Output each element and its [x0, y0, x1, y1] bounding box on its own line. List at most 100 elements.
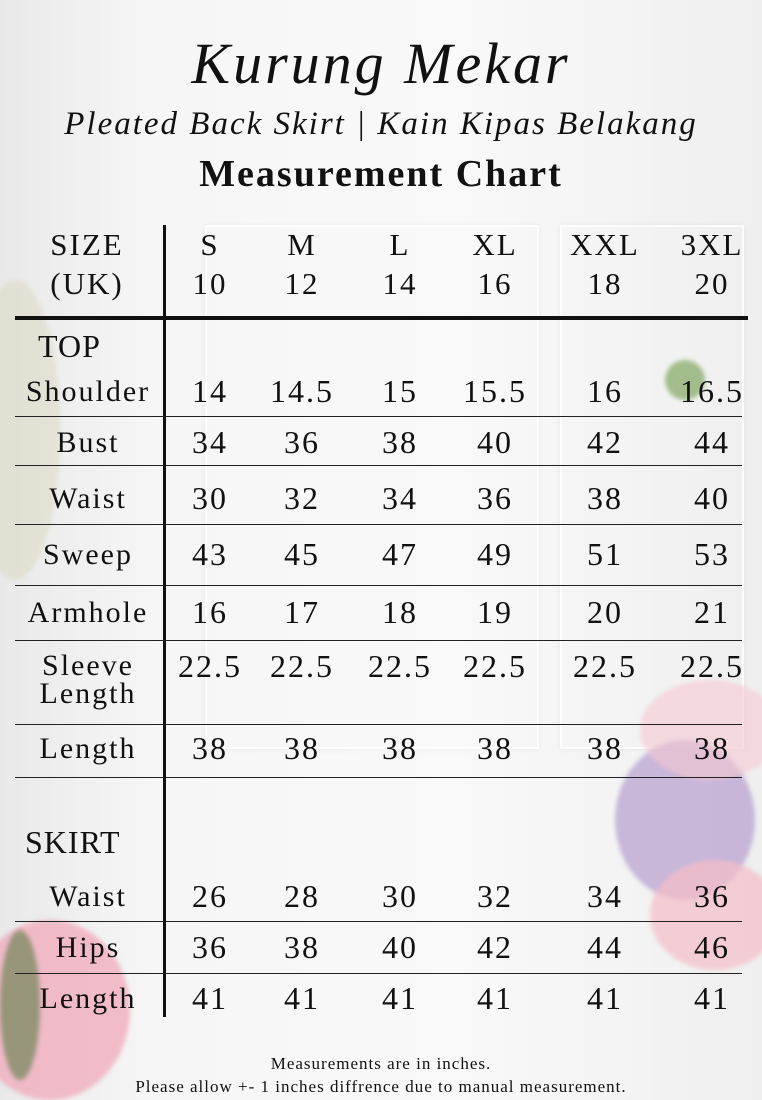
measurement-cell: 26: [192, 878, 228, 914]
measurement-cell: 28: [284, 878, 320, 914]
measurement-cell: 42: [587, 424, 623, 460]
decor-flower-pink: [650, 860, 762, 970]
measurement-cell: 38: [382, 424, 418, 460]
subtitle: Pleated Back Skirt | Kain Kipas Belakang: [64, 106, 698, 142]
measurement-cell: 43: [192, 536, 228, 572]
size-header-label: SIZE (UK): [22, 226, 152, 304]
measurement-cell: 42: [477, 929, 513, 965]
size-uk: 20: [694, 265, 730, 301]
row-label: Sleeve Length: [39, 649, 137, 710]
measurement-cell: 38: [694, 730, 730, 766]
measurement-cell: 44: [587, 929, 623, 965]
measurement-cell: 41: [192, 980, 228, 1016]
measurement-cell: 15: [382, 373, 418, 409]
measurement-cell: 41: [382, 980, 418, 1016]
measurement-cell: 34: [587, 878, 623, 914]
size-uk: 14: [382, 265, 418, 301]
size-label: SIZE: [50, 227, 124, 262]
section-label-top: TOP: [38, 328, 101, 364]
footer-note-tolerance: Please allow +- 1 inches diffrence due t…: [135, 1077, 627, 1096]
size-letter: XL: [472, 227, 518, 262]
measurement-cell: 16.5: [680, 373, 744, 409]
measurement-cell: 41: [587, 980, 623, 1016]
measurement-cell: 38: [382, 730, 418, 766]
decor-leaf: [0, 930, 40, 1080]
measurement-cell: 34: [382, 480, 418, 516]
row-divider: [15, 973, 742, 974]
measurement-cell: 40: [477, 424, 513, 460]
size-uk: 18: [587, 265, 623, 301]
row-label: Armhole: [27, 596, 149, 629]
measurement-cell: 53: [694, 536, 730, 572]
measurement-cell: 32: [477, 878, 513, 914]
measurement-cell: 47: [382, 536, 418, 572]
header-divider: [15, 316, 748, 320]
size-column-header: M 12: [247, 226, 357, 304]
row-divider: [15, 921, 742, 922]
page-heading: Measurement Chart: [199, 153, 563, 195]
decor-flower-pink: [640, 680, 762, 780]
measurement-cell: 46: [694, 929, 730, 965]
measurement-cell: 16: [192, 594, 228, 630]
measurement-cell: 44: [694, 424, 730, 460]
measurement-cell: 36: [694, 878, 730, 914]
section-label-skirt: SKIRT: [25, 824, 121, 860]
size-letter: XXL: [570, 227, 640, 262]
measurement-cell: 36: [477, 480, 513, 516]
measurement-cell: 40: [694, 480, 730, 516]
measurement-cell: 22.5: [270, 648, 334, 684]
measurement-cell: 38: [284, 730, 320, 766]
wall-panel: [205, 225, 539, 749]
row-divider: [15, 724, 742, 725]
size-letter: 3XL: [680, 227, 744, 262]
measurement-cell: 22.5: [368, 648, 432, 684]
measurement-cell: 30: [382, 878, 418, 914]
brand-title: Kurung Mekar: [191, 31, 571, 96]
measurement-cell: 17: [284, 594, 320, 630]
measurement-cell: 22.5: [573, 648, 637, 684]
size-uk: 16: [477, 265, 513, 301]
decor-leaf: [665, 360, 705, 400]
row-label: Hips: [55, 931, 121, 964]
row-divider: [15, 416, 742, 417]
measurement-cell: 16: [587, 373, 623, 409]
measurement-cell: 38: [192, 730, 228, 766]
row-label: Waist: [49, 482, 127, 515]
measurement-cell: 19: [477, 594, 513, 630]
row-divider: [15, 640, 742, 641]
measurement-cell: 38: [587, 480, 623, 516]
measurement-cell: 22.5: [463, 648, 527, 684]
measurement-cell: 49: [477, 536, 513, 572]
size-column-header: 3XL 20: [657, 226, 762, 304]
row-label: Waist: [49, 880, 127, 913]
size-letter: S: [200, 227, 220, 262]
measurement-cell: 36: [284, 424, 320, 460]
row-label: Length: [39, 732, 137, 765]
row-label: Sweep: [43, 538, 133, 571]
size-column-header: XL 16: [440, 226, 550, 304]
row-divider: [15, 585, 742, 586]
measurement-cell: 41: [477, 980, 513, 1016]
column-divider: [163, 225, 166, 1017]
size-column-header: S 10: [155, 226, 265, 304]
size-uk: 10: [192, 265, 228, 301]
size-letter: L: [389, 227, 411, 262]
measurement-cell: 21: [694, 594, 730, 630]
measurement-cell: 34: [192, 424, 228, 460]
size-uk: 12: [284, 265, 320, 301]
measurement-cell: 41: [694, 980, 730, 1016]
measurement-cell: 38: [587, 730, 623, 766]
size-letter: M: [287, 227, 317, 262]
measurement-cell: 22.5: [680, 648, 744, 684]
measurement-cell: 32: [284, 480, 320, 516]
measurement-cell: 41: [284, 980, 320, 1016]
measurement-cell: 18: [382, 594, 418, 630]
uk-label: (UK): [50, 265, 124, 301]
measurement-cell: 14.5: [270, 373, 334, 409]
footer-note-units: Measurements are in inches.: [270, 1054, 492, 1073]
measurement-cell: 40: [382, 929, 418, 965]
row-divider: [15, 524, 742, 525]
measurement-cell: 22.5: [178, 648, 242, 684]
row-divider: [15, 465, 742, 466]
measurement-cell: 20: [587, 594, 623, 630]
